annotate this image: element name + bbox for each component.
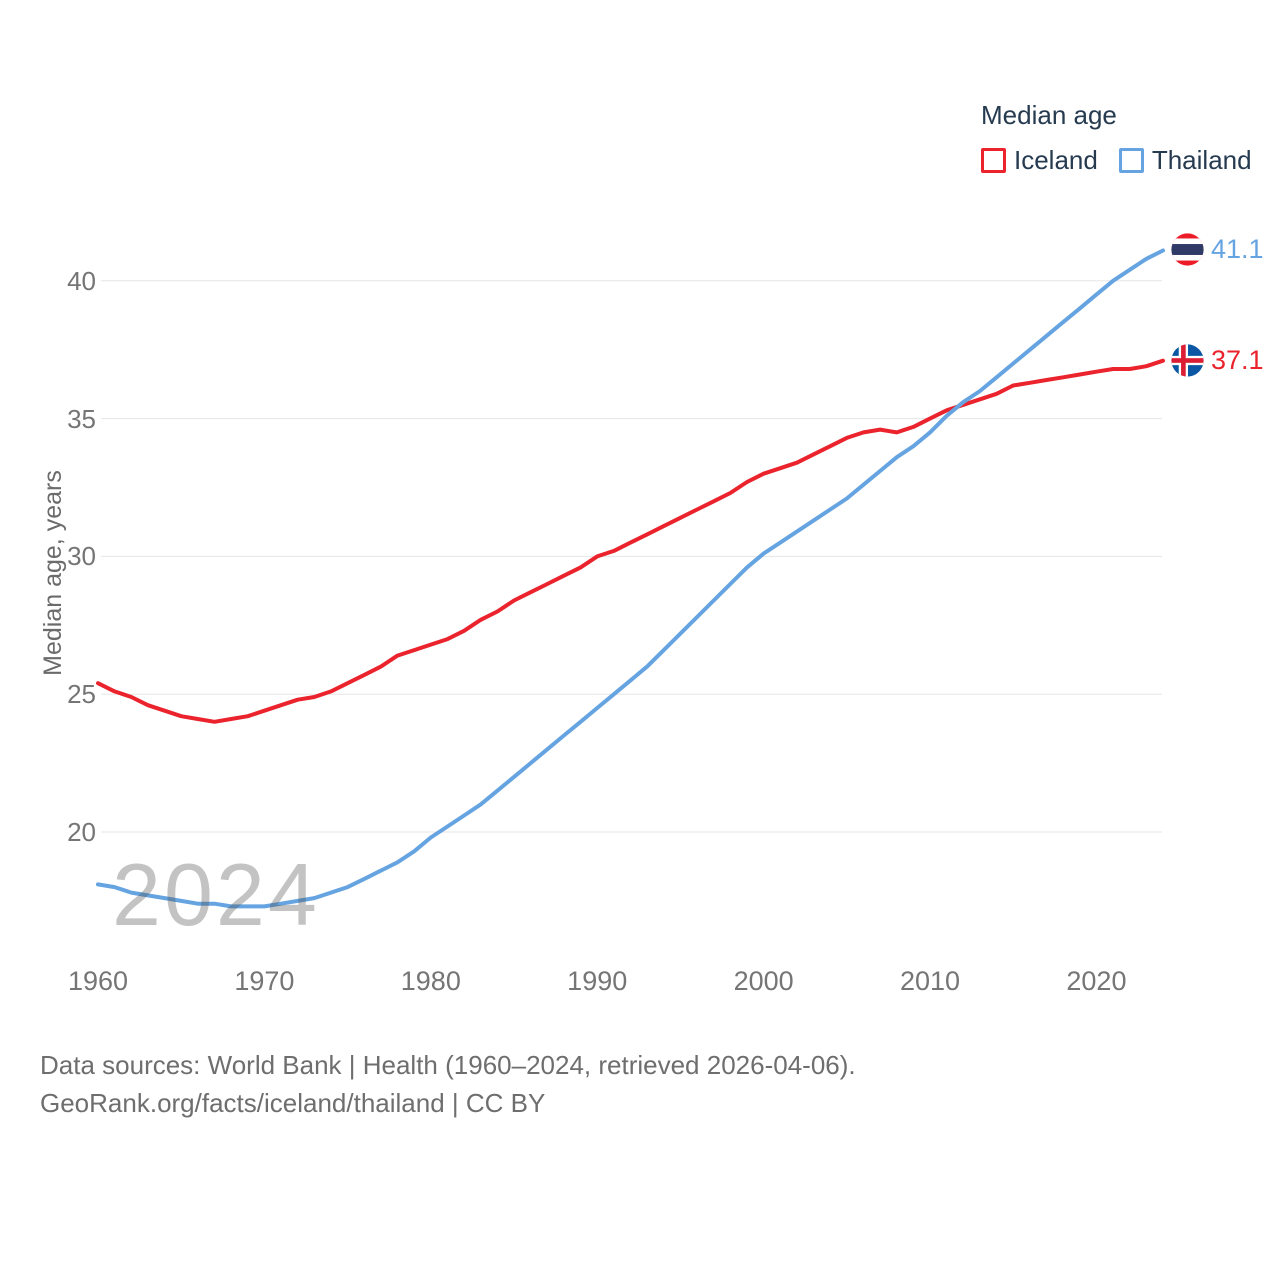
thailand-series-swatch [1118,148,1144,173]
legend-item-thailand[interactable]: Thailand [1118,145,1273,176]
iceland-flag-icon [1171,344,1204,377]
footer: Data sources: World Bank | Health (1960–… [40,1046,856,1122]
x-tick-label-2000: 2000 [733,966,794,996]
thailand-end-value: 41.1 [1211,234,1264,264]
thailand-flag-icon [1171,233,1204,266]
legend-item-label: Iceland [1014,145,1098,175]
iceland-end-label: 37.1 [1171,344,1264,377]
x-tick-label-2010: 2010 [899,966,961,996]
x-tick-label-1960: 1960 [67,966,129,996]
thailand-end-label: 41.1 [1171,233,1264,266]
legend-title: Median age [981,100,1117,130]
iceland-line [96,358,1165,724]
attribution-line: GeoRank.org/facts/iceland/thailand | CC … [40,1088,546,1118]
x-tick-label-1980: 1980 [400,966,461,996]
y-tick-label-40: 40 [67,265,96,296]
legend-items: Iceland Thailand [981,145,1273,176]
x-tick-label-1970: 1970 [234,966,295,996]
iceland-end-value: 37.1 [1211,345,1264,375]
thailand-line [96,248,1165,909]
iceland-series-swatch [981,148,1006,173]
legend-item-label: Thailand [1151,145,1252,175]
x-tick-label-2020: 2020 [1066,966,1127,996]
legend-item-iceland[interactable]: Iceland [981,145,1119,176]
data-sources-line: Data sources: World Bank | Health (1960–… [40,1050,856,1080]
y-tick-label-25: 25 [67,679,96,710]
x-tick-label-1990: 1990 [567,966,628,996]
y-tick-label-30: 30 [67,541,96,572]
y-tick-label-35: 35 [67,403,96,434]
y-tick-label-20: 20 [67,817,96,847]
legend: Median age Iceland Thailand [981,100,1273,176]
